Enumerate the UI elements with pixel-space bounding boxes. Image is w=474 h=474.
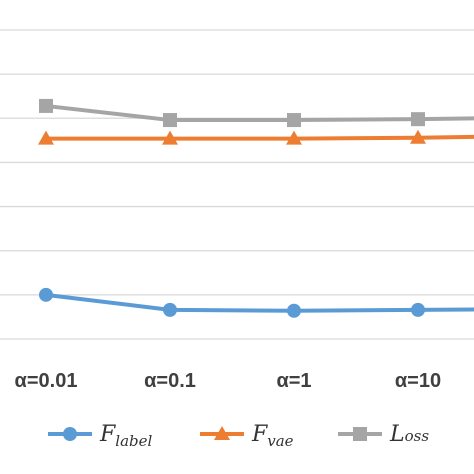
legend-item: Fvae xyxy=(200,422,294,450)
data-point xyxy=(163,302,177,317)
series-line xyxy=(45,292,474,313)
series-line xyxy=(46,134,474,141)
data-point xyxy=(39,98,53,113)
data-point xyxy=(287,113,301,128)
x-tick-label: α=1 xyxy=(276,370,311,392)
data-point xyxy=(287,303,301,318)
series-triangle xyxy=(38,129,474,145)
legend: Flabel Fvae Loss xyxy=(48,422,429,450)
legend-marker xyxy=(353,427,367,441)
legend-item: Loss xyxy=(338,422,429,447)
legend-marker xyxy=(63,427,77,441)
data-point xyxy=(411,112,425,127)
data-point xyxy=(39,287,53,302)
data-point xyxy=(162,130,178,145)
data-point xyxy=(286,130,302,145)
x-tick-label: α=0.1 xyxy=(144,370,196,392)
x-tick-label: α=0.01 xyxy=(15,370,78,392)
legend-label: Fvae xyxy=(251,422,294,450)
series-lines xyxy=(38,98,474,318)
legend-marker xyxy=(214,426,230,440)
data-point xyxy=(38,130,54,145)
data-point xyxy=(163,113,177,128)
x-tick-label: α=10 xyxy=(395,370,441,392)
data-point xyxy=(410,129,426,144)
data-point xyxy=(411,302,425,317)
series-square xyxy=(39,98,474,128)
series-circle xyxy=(39,287,474,318)
legend-label: Flabel xyxy=(99,422,152,450)
x-tick-labels: α=0.01 α=0.1 α=1 α=10 xyxy=(15,370,442,392)
legend-item: Flabel xyxy=(48,422,152,450)
legend-label: Loss xyxy=(389,422,429,447)
gridlines xyxy=(0,29,474,340)
